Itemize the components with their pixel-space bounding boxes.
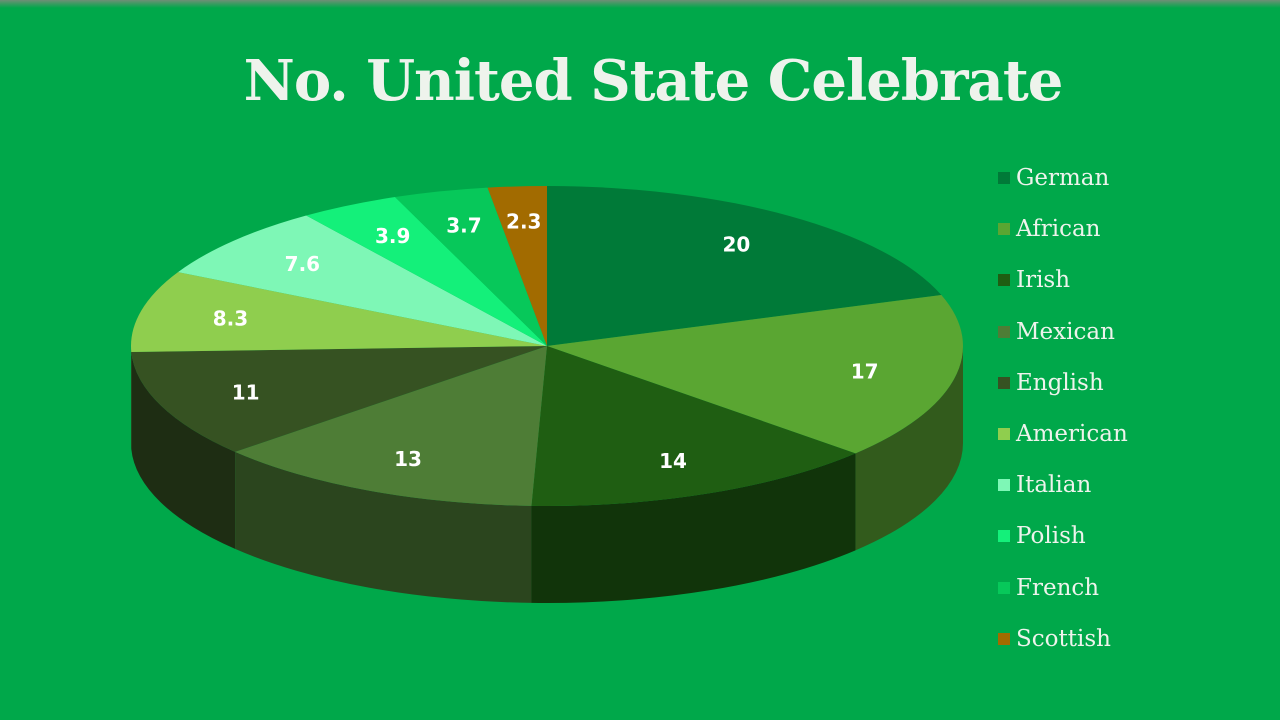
pie-side-irish <box>531 453 856 604</box>
legend-label-african: African <box>1016 216 1101 243</box>
legend-swatch-french <box>998 581 1010 594</box>
legend-swatch-polish <box>998 530 1010 543</box>
legend-item-italian: Italian <box>998 467 1091 503</box>
legend-item-american: American <box>998 416 1128 452</box>
pie-top <box>131 186 963 506</box>
pie-slice-irish <box>531 346 856 506</box>
legend-item-polish: Polish <box>998 518 1086 554</box>
legend-label-french: French <box>1016 574 1100 601</box>
legend-item-english: English <box>998 365 1104 401</box>
data-label-italian: 7.6 <box>285 252 320 276</box>
pie-slice-french <box>395 187 547 346</box>
legend-label-polish: Polish <box>1016 523 1086 550</box>
legend-item-irish: Irish <box>998 262 1070 298</box>
legend-label-irish: Irish <box>1016 267 1071 294</box>
legend-item-mexican: Mexican <box>998 314 1115 350</box>
pie-slice-scottish <box>487 186 547 346</box>
legend-item-african: African <box>998 211 1100 247</box>
data-label-english: 11 <box>232 380 260 404</box>
legend-label-german: German <box>1016 165 1110 191</box>
pie-side-english <box>131 351 236 549</box>
chart-title: No. United State Celebrate <box>243 48 1064 114</box>
pie-slice-english <box>131 346 548 452</box>
pie-slice-american <box>131 272 547 352</box>
data-label-scottish: 2.3 <box>506 210 541 234</box>
pie-slice-italian <box>178 215 548 346</box>
pie-side-african <box>855 346 963 551</box>
pie-slice-german <box>547 186 942 346</box>
data-label-american: 8.3 <box>213 307 248 331</box>
legend-label-american: American <box>1016 421 1128 447</box>
pie-sides <box>131 346 963 604</box>
pie-side-mexican <box>235 451 532 603</box>
pie-slice-polish <box>306 197 547 346</box>
legend-swatch-english <box>998 376 1010 389</box>
legend-swatch-irish <box>998 274 1010 287</box>
data-label-african: 17 <box>851 359 879 383</box>
legend-label-english: English <box>1016 369 1104 396</box>
legend-swatch-american <box>998 428 1010 440</box>
legend-swatch-german <box>998 172 1010 184</box>
legend-swatch-scottish <box>998 632 1010 645</box>
legend-label-mexican: Mexican <box>1016 318 1115 345</box>
legend-item-french: French <box>998 570 1099 606</box>
data-label-german: 20 <box>722 233 750 257</box>
pie-slice-mexican <box>235 346 548 506</box>
legend-item-german: German <box>998 160 1109 196</box>
legend-label-scottish: Scottish <box>1016 625 1111 652</box>
legend-swatch-italian <box>998 479 1010 492</box>
pie-slice-african <box>547 295 963 454</box>
data-label-irish: 14 <box>659 449 687 473</box>
data-label-polish: 3.9 <box>375 224 410 248</box>
legend-swatch-african <box>998 223 1010 236</box>
legend-swatch-mexican <box>998 325 1010 338</box>
legend-item-scottish: Scottish <box>998 621 1111 657</box>
legend-label-italian: Italian <box>1016 472 1092 499</box>
top-shade <box>0 0 1280 8</box>
data-label-mexican: 13 <box>394 447 422 471</box>
pie-labels: 20 17 14 13 11 8.3 7.6 3.9 3.7 2.3 <box>213 210 879 473</box>
data-label-french: 3.7 <box>446 213 481 237</box>
